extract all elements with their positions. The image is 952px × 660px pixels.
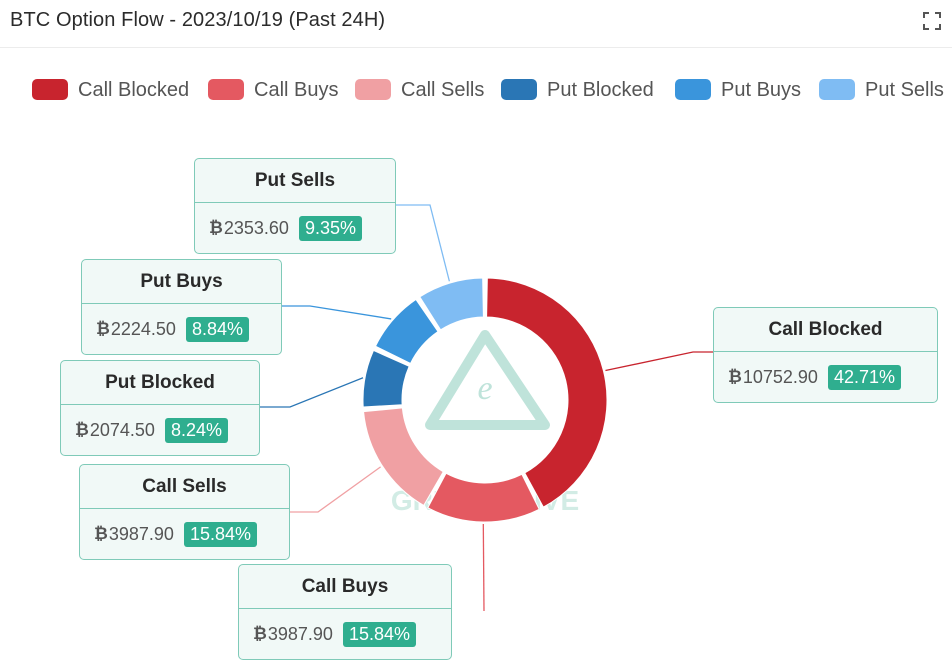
legend-swatch [355, 79, 391, 100]
bitcoin-icon: ₿ [96, 319, 110, 338]
slice-percent-badge: 8.84% [185, 316, 249, 342]
legend-label: Put Blocked [547, 79, 654, 101]
slice-label-put-blocked: Put Blocked ₿ 2074.50 8.24% [60, 360, 260, 456]
slice-label-name: Call Sells [80, 465, 289, 509]
slice-call-sells[interactable] [363, 407, 444, 506]
slice-value: 2224.50 [110, 318, 176, 339]
leader-line [282, 305, 392, 320]
slice-value: 3987.90 [108, 523, 174, 544]
chart-header: BTC Option Flow - 2023/10/19 (Past 24H) [0, 0, 952, 48]
slice-percent-badge: 9.35% [298, 215, 362, 241]
slice-percent-badge: 42.71% [827, 364, 901, 390]
leader-line [260, 377, 364, 408]
slice-label-value-row: ₿ 2224.50 8.84% [82, 304, 281, 354]
bitcoin-icon: ₿ [728, 367, 742, 386]
legend-swatch [501, 79, 537, 100]
watermark-logo [425, 330, 550, 430]
slice-call-buys[interactable] [427, 472, 540, 523]
donut-slices [362, 277, 608, 523]
leader-line [605, 351, 713, 372]
slice-label-value-row: ₿ 2353.60 9.35% [195, 203, 395, 253]
slice-label-value-row: ₿ 10752.90 42.71% [714, 352, 937, 402]
slice-label-name: Call Buys [239, 565, 451, 609]
leader-line [396, 204, 451, 282]
watermark-letter: e [477, 370, 492, 407]
slice-label-name: Put Sells [195, 159, 395, 203]
bitcoin-icon: ₿ [209, 218, 223, 237]
slice-call-blocked[interactable] [486, 277, 608, 508]
slice-put-sells[interactable] [419, 277, 484, 331]
slice-value: 2074.50 [89, 419, 155, 440]
donut-chart: e GREEKS.LIVE [260, 204, 713, 611]
legend-item-call-sells[interactable]: Call Sells [355, 78, 485, 102]
legend-swatch [819, 79, 855, 100]
chart-legend: Call Blocked Call Buys Call Sells Put Bl… [0, 72, 952, 108]
slice-label-name: Put Blocked [61, 361, 259, 405]
slice-label-name: Call Blocked [714, 308, 937, 352]
slice-label-put-buys: Put Buys ₿ 2224.50 8.84% [81, 259, 282, 355]
slice-label-value-row: ₿ 3987.90 15.84% [239, 609, 451, 659]
slice-value: 2353.60 [223, 217, 289, 238]
legend-label: Call Buys [254, 79, 339, 101]
slice-label-call-buys: Call Buys ₿ 3987.90 15.84% [238, 564, 452, 660]
legend-item-put-sells[interactable]: Put Sells [819, 78, 949, 102]
slice-percent-badge: 15.84% [183, 521, 257, 547]
legend-item-call-blocked[interactable]: Call Blocked [32, 78, 192, 102]
slice-label-value-row: ₿ 3987.90 15.84% [80, 509, 289, 559]
slice-percent-badge: 8.24% [164, 417, 228, 443]
slice-value: 3987.90 [267, 623, 333, 644]
slice-label-name: Put Buys [82, 260, 281, 304]
leader-line [482, 523, 485, 611]
slice-percent-badge: 15.84% [342, 621, 416, 647]
legend-label: Call Blocked [78, 79, 190, 101]
slice-put-buys[interactable] [374, 298, 439, 364]
legend-item-put-blocked[interactable]: Put Blocked [501, 78, 661, 102]
leader-lines [260, 204, 713, 611]
slice-label-call-sells: Call Sells ₿ 3987.90 15.84% [79, 464, 290, 560]
slice-put-blocked[interactable] [362, 349, 410, 408]
slice-value: 10752.90 [742, 366, 818, 387]
legend-label: Call Sells [401, 79, 485, 101]
slice-label-call-blocked: Call Blocked ₿ 10752.90 42.71% [713, 307, 938, 403]
legend-swatch [32, 79, 68, 100]
slice-label-put-sells: Put Sells ₿ 2353.60 9.35% [194, 158, 396, 254]
bitcoin-icon: ₿ [253, 624, 267, 643]
fullscreen-icon[interactable] [922, 11, 942, 31]
leader-line [290, 466, 381, 513]
legend-item-call-buys[interactable]: Call Buys [208, 78, 343, 102]
slice-label-value-row: ₿ 2074.50 8.24% [61, 405, 259, 455]
bitcoin-icon: ₿ [94, 524, 108, 543]
legend-item-put-buys[interactable]: Put Buys [675, 78, 805, 102]
legend-swatch [208, 79, 244, 100]
chart-title: BTC Option Flow - 2023/10/19 (Past 24H) [10, 9, 386, 31]
legend-swatch [675, 79, 711, 100]
bitcoin-icon: ₿ [75, 420, 89, 439]
legend-label: Put Sells [865, 79, 944, 101]
legend-label: Put Buys [721, 79, 802, 101]
